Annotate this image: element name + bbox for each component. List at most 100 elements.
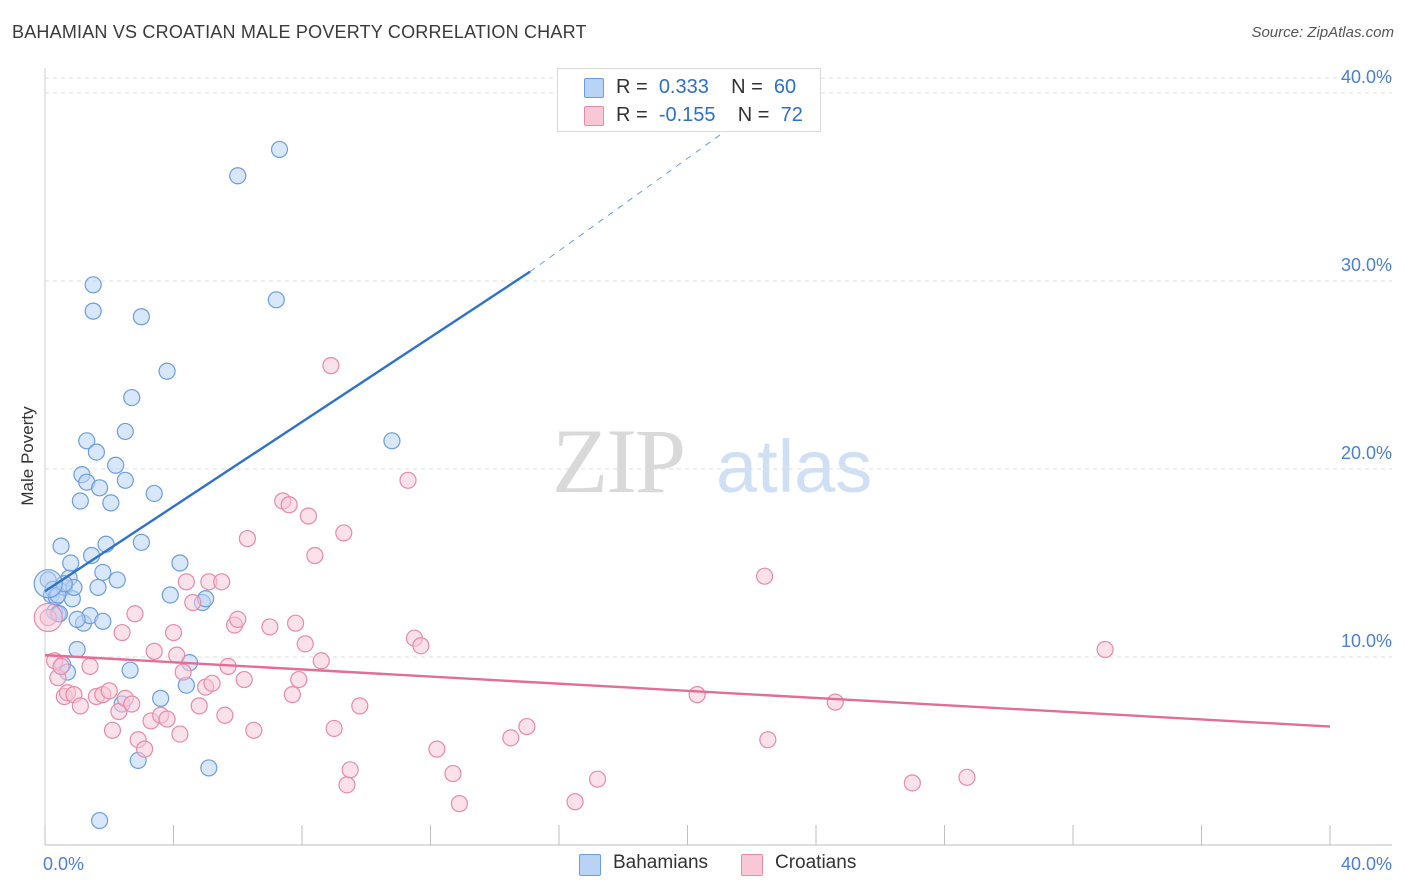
bahamians-point bbox=[161, 586, 179, 604]
croatians-point bbox=[341, 761, 359, 779]
x-tick-label: 0.0% bbox=[43, 854, 84, 874]
croatians-point bbox=[412, 637, 430, 655]
bahamians-legend-label: Bahamians bbox=[613, 852, 709, 873]
bahamians-point bbox=[94, 563, 112, 582]
croatians-point bbox=[335, 524, 353, 542]
bahamians-point bbox=[68, 610, 86, 629]
watermark-atlas: atlas bbox=[716, 425, 872, 508]
bahamians-point bbox=[52, 537, 70, 555]
croatians-point bbox=[338, 776, 356, 794]
croatians-point bbox=[566, 793, 584, 811]
croatians-point bbox=[312, 652, 330, 670]
legend-croatians-stats: R = -0.155 N = 72 bbox=[616, 104, 803, 126]
bahamians-point bbox=[84, 302, 102, 320]
croatians-point bbox=[190, 697, 208, 715]
bahamians-point bbox=[145, 484, 163, 503]
bahamians-point bbox=[158, 362, 176, 380]
croatians-point bbox=[235, 670, 253, 689]
bahamians-point bbox=[116, 471, 134, 489]
bahamians-point bbox=[107, 456, 125, 474]
croatians-point bbox=[826, 693, 844, 711]
bahamians-point bbox=[94, 612, 112, 630]
croatians-point bbox=[588, 770, 607, 788]
y-tick-label: 40.0% bbox=[1341, 67, 1392, 87]
correlation-legend: R = 0.333 N = 60 R = -0.155 N = 72 bbox=[557, 68, 821, 132]
croatians-point bbox=[100, 682, 118, 700]
croatians-point bbox=[755, 567, 774, 585]
croatians-point bbox=[286, 614, 305, 632]
croatians-point bbox=[1096, 640, 1114, 659]
bahamians-point bbox=[229, 167, 247, 185]
bahamians-swatch bbox=[584, 78, 604, 98]
croatians-point bbox=[261, 618, 279, 636]
legend-row-bahamians: R = 0.333 N = 60 bbox=[558, 74, 820, 102]
legend-row-croatians: R = -0.155 N = 72 bbox=[558, 102, 820, 130]
croatians-point bbox=[322, 357, 340, 375]
y-tick-label: 10.0% bbox=[1341, 631, 1392, 651]
x-tick-label: 40.0% bbox=[1341, 854, 1392, 874]
croatians-swatch bbox=[584, 106, 604, 126]
bahamians-point bbox=[383, 432, 401, 450]
bahamians-point bbox=[116, 422, 134, 441]
croatians-point bbox=[688, 686, 706, 704]
bahamians-point bbox=[270, 140, 289, 159]
bahamians-point bbox=[68, 640, 86, 659]
croatians-point bbox=[351, 697, 369, 715]
bahamians-point bbox=[132, 533, 150, 551]
croatians-point bbox=[171, 725, 189, 743]
source-credit: Source: ZipAtlas.com bbox=[1251, 24, 1394, 41]
croatians-point bbox=[245, 721, 263, 739]
bahamians-point bbox=[132, 308, 150, 326]
croatians-trend-line bbox=[44, 653, 1331, 728]
bahamians-point bbox=[102, 494, 120, 512]
bahamians-point bbox=[171, 554, 189, 572]
croatians-point bbox=[283, 686, 301, 704]
croatians-point bbox=[126, 605, 144, 623]
croatians-point bbox=[33, 602, 63, 633]
croatians-point bbox=[164, 623, 183, 642]
bahamians-point bbox=[91, 479, 109, 497]
croatians-point bbox=[135, 740, 154, 758]
croatians-point bbox=[518, 717, 536, 736]
croatians-point bbox=[290, 670, 308, 689]
croatians-legend-label: Croatians bbox=[775, 852, 857, 873]
croatians-point bbox=[903, 774, 921, 792]
croatians-point bbox=[444, 764, 462, 783]
croatians-point bbox=[168, 646, 186, 664]
croatians-point bbox=[759, 731, 777, 749]
bahamians-point bbox=[71, 492, 89, 510]
croatians-point bbox=[103, 721, 122, 739]
croatians-point bbox=[280, 496, 298, 514]
croatians-point bbox=[158, 710, 176, 728]
bahamians-point bbox=[121, 661, 139, 679]
bahamians-point bbox=[89, 578, 107, 597]
bahamians-trend-line bbox=[44, 270, 531, 593]
croatians-point bbox=[213, 573, 231, 591]
chart-title: BAHAMIAN VS CROATIAN MALE POVERTY CORREL… bbox=[12, 22, 587, 42]
y-tick-label: 30.0% bbox=[1341, 255, 1392, 275]
bahamians-legend-swatch bbox=[579, 854, 601, 876]
croatians-point bbox=[71, 697, 89, 715]
bahamians-point bbox=[33, 569, 63, 599]
croatians-point bbox=[216, 706, 234, 724]
bahamians-point bbox=[84, 276, 102, 294]
croatians-point bbox=[428, 740, 446, 758]
croatians-point bbox=[123, 695, 141, 713]
bahamians-point bbox=[200, 759, 218, 777]
bahamians-point bbox=[152, 689, 170, 707]
croatians-point bbox=[145, 642, 163, 660]
croatians-point bbox=[325, 719, 343, 738]
bahamians-point bbox=[267, 291, 285, 309]
croatians-legend-swatch bbox=[741, 854, 763, 876]
croatians-point bbox=[306, 546, 324, 565]
croatians-point bbox=[113, 623, 131, 642]
croatians-point bbox=[203, 674, 221, 692]
bahamians-point bbox=[87, 443, 106, 461]
croatians-point bbox=[229, 610, 247, 629]
bahamians-point bbox=[108, 571, 126, 589]
legend-bahamians-stats: R = 0.333 N = 60 bbox=[616, 76, 797, 98]
croatians-point bbox=[184, 593, 202, 612]
croatians-point bbox=[958, 768, 976, 786]
bahamians-point bbox=[78, 432, 96, 450]
